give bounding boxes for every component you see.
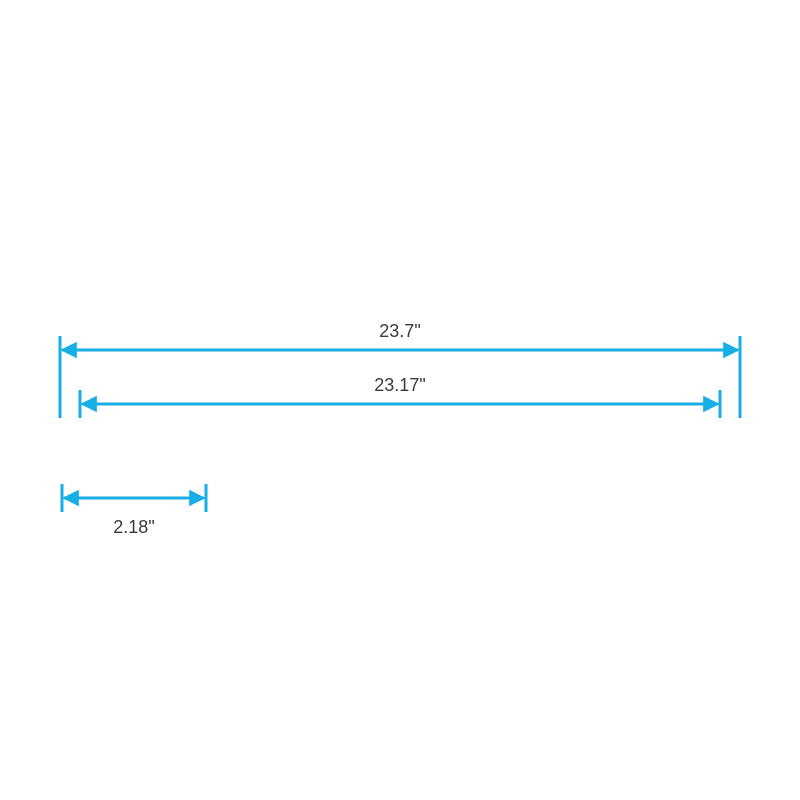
dimension-small-offset: 2.18" [62,484,206,537]
dimension-label: 2.18" [113,517,154,537]
dimension-inner-width: 23.17" [80,375,720,418]
dimension-diagram: 23.7" 23.17" 2.18" [0,0,800,800]
dimension-label: 23.7" [379,321,420,341]
dimension-label: 23.17" [374,375,425,395]
